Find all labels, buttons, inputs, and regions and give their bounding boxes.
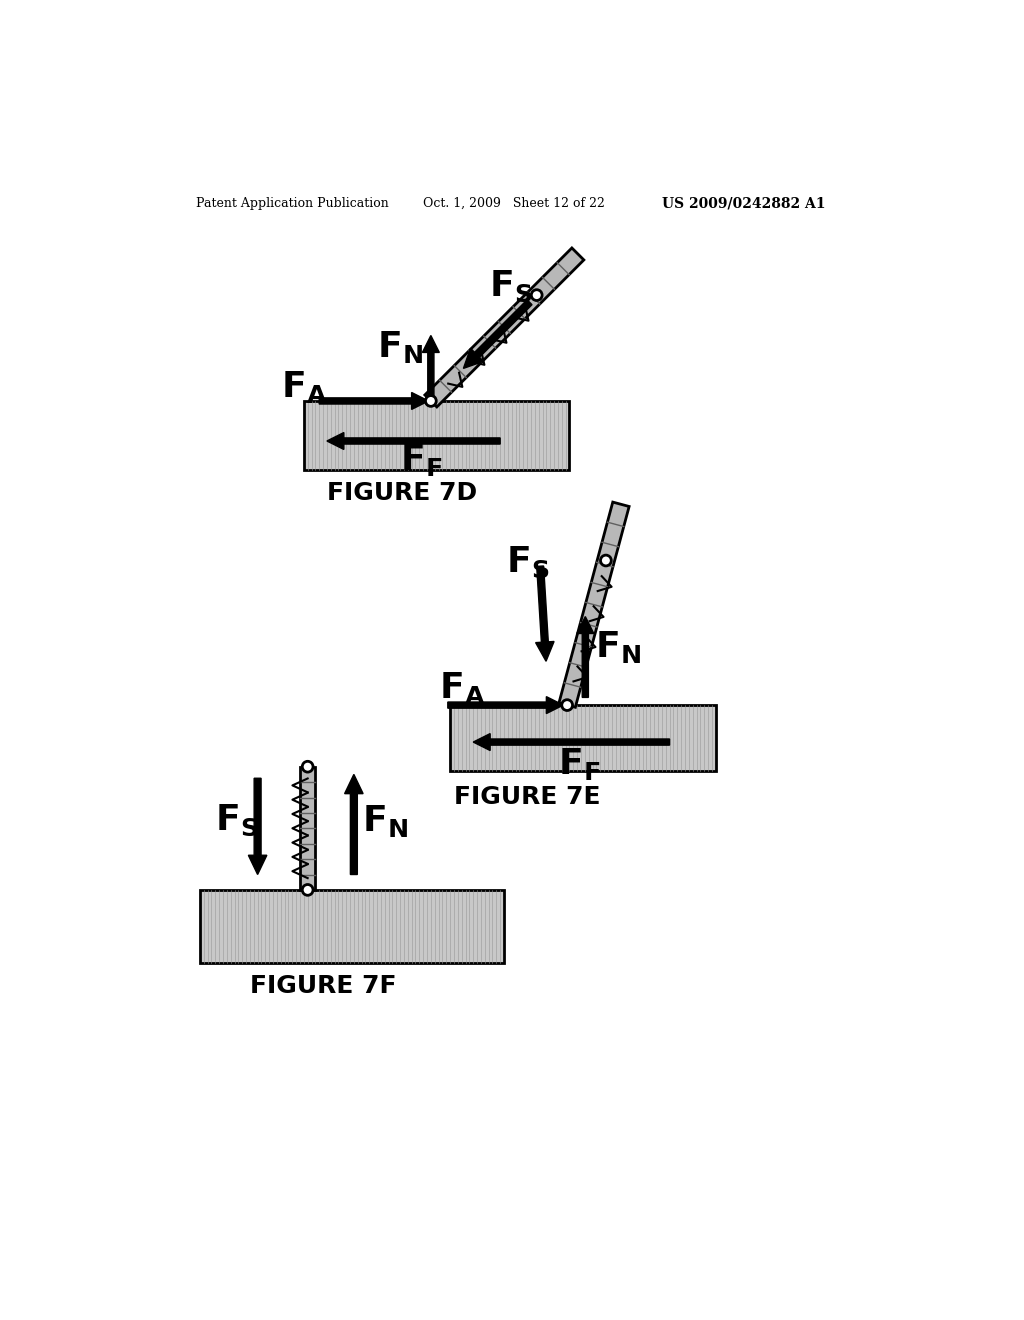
Text: $\mathbf{F}_\mathbf{F}$: $\mathbf{F}_\mathbf{F}$ [558,746,600,781]
Text: US 2009/0242882 A1: US 2009/0242882 A1 [662,197,825,210]
Text: $\mathbf{F}_\mathbf{S}$: $\mathbf{F}_\mathbf{S}$ [215,803,258,838]
Text: $\mathbf{F}_\mathbf{N}$: $\mathbf{F}_\mathbf{N}$ [595,630,640,665]
Circle shape [302,884,313,895]
FancyArrow shape [319,392,429,409]
FancyArrow shape [345,775,364,875]
Text: $\mathbf{F}_\mathbf{N}$: $\mathbf{F}_\mathbf{N}$ [361,803,408,838]
FancyArrow shape [249,779,267,875]
Polygon shape [425,248,584,407]
Text: FIGURE 7F: FIGURE 7F [250,974,396,998]
Text: $\mathbf{F}_\mathbf{A}$: $\mathbf{F}_\mathbf{A}$ [438,671,485,706]
FancyArrow shape [536,566,554,661]
Text: $\mathbf{F}_\mathbf{S}$: $\mathbf{F}_\mathbf{S}$ [488,269,531,305]
FancyArrow shape [473,734,670,751]
Bar [304,401,569,470]
Text: FIGURE 7E: FIGURE 7E [454,785,600,809]
Text: Oct. 1, 2009   Sheet 12 of 22: Oct. 1, 2009 Sheet 12 of 22 [423,197,605,210]
Polygon shape [300,767,315,890]
FancyArrow shape [327,433,500,449]
Text: $\mathbf{F}_\mathbf{A}$: $\mathbf{F}_\mathbf{A}$ [281,370,327,405]
Text: $\mathbf{F}_\mathbf{S}$: $\mathbf{F}_\mathbf{S}$ [506,545,549,579]
Bar [451,705,716,771]
FancyArrow shape [422,335,439,405]
FancyArrow shape [464,300,532,368]
Text: Patent Application Publication: Patent Application Publication [196,197,389,210]
Bar [200,890,504,964]
Circle shape [425,396,436,407]
Circle shape [562,700,572,710]
Text: $\mathbf{F}_\mathbf{F}$: $\mathbf{F}_\mathbf{F}$ [399,442,442,478]
FancyArrow shape [447,697,563,714]
Circle shape [600,556,611,566]
FancyArrow shape [577,616,594,697]
Polygon shape [559,502,629,708]
Circle shape [531,289,542,301]
Text: FIGURE 7D: FIGURE 7D [327,482,477,506]
Circle shape [302,762,313,772]
Text: $\mathbf{F}_\mathbf{N}$: $\mathbf{F}_\mathbf{N}$ [377,329,423,366]
